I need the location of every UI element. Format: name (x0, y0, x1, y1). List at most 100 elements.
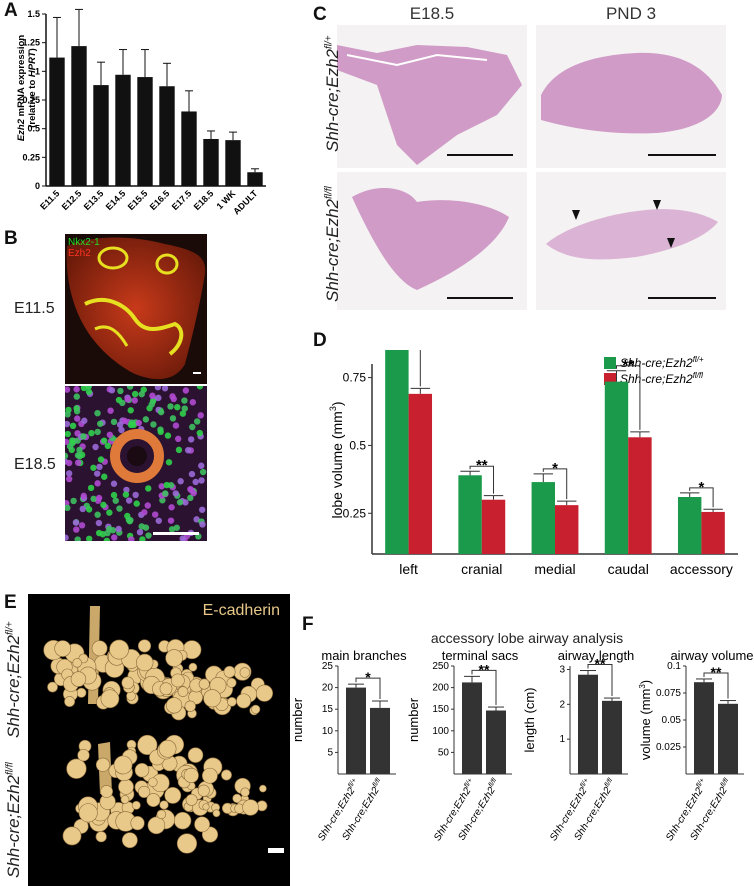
chart-d-xtick-label: medial (534, 561, 575, 577)
chart-f-ytick-label: 3 (559, 664, 565, 675)
chart-f-ylabel: number (290, 697, 305, 742)
legend-swatch-control (604, 357, 616, 369)
chart-d-bar-control (385, 350, 409, 554)
row-label-c-control: Shh-cre;Ezh2fl/+ (323, 35, 342, 152)
stain-label: E-cadherin (202, 602, 280, 619)
chart-a-xtick-label: ADULT (231, 188, 260, 217)
chart-f-ytick-label: 5 (327, 747, 333, 758)
chart-a-xtick-label: E16.5 (148, 188, 172, 212)
chart-d-sig-label: * (698, 479, 704, 496)
chart-d-sig-bracket (469, 465, 495, 494)
chart-a-bar (225, 140, 241, 186)
panel-label-e: E (4, 592, 17, 613)
chart-f-ylabel: number (406, 697, 421, 742)
chart-d: lobe volume (mm3) Shh-cre;Ezh2fl/+ Shh-c… (328, 350, 738, 577)
chart-d-xtick-label: cranial (461, 561, 502, 577)
chart-a: Ezh2 mRNA expression (relative to HPRT) … (16, 8, 266, 217)
chart-d-xtick-label: accessory (670, 561, 733, 577)
chart-a-bar (159, 86, 175, 186)
chart-a-bar (49, 57, 65, 186)
chart-a-bar (247, 172, 263, 186)
chart-a-xtick-label: E17.5 (170, 188, 194, 212)
chart-f-sig-label: * (365, 669, 371, 685)
chart-d-sig-bracket (542, 468, 568, 500)
chart-f-sig-label: ** (711, 664, 722, 680)
chart-f-subtitle: terminal sacs (442, 648, 519, 663)
chart-f-bar (346, 687, 366, 774)
chart-d-bar-mutant (481, 499, 506, 554)
chart-a-xtick-label: E12.5 (60, 188, 84, 212)
chart-a-ytick-label: 0 (35, 181, 40, 191)
chart-d-xtick-label: caudal (608, 561, 649, 577)
chart-d-bar-control (604, 381, 629, 554)
chart-f-ytick-label: 100 (432, 726, 449, 737)
chart-f-ytick-label: 2 (559, 699, 565, 710)
legend-label-mutant: Shh-cre;Ezh2fl/fl (620, 371, 703, 386)
chart-d-ytick-label: 0.5 (349, 438, 366, 452)
histology-c-mutant-pnd3 (536, 172, 726, 310)
chart-a-bar (93, 85, 109, 186)
chart-f-bar (462, 682, 482, 774)
chart-a-xtick-label: E15.5 (126, 188, 150, 212)
histology-c-control-pnd3 (536, 25, 726, 168)
panel-label-b: B (4, 228, 18, 249)
chart-f-ytick-label: 50 (438, 747, 450, 758)
row-label-b-e11-5: E11.5 (14, 300, 55, 317)
chart-f-sig-bracket (471, 669, 497, 706)
row-label-b-e18-5: E18.5 (14, 456, 56, 473)
chart-a-xtick-label: E11.5 (38, 188, 61, 211)
chart-a-ytick-label: 1 (35, 66, 40, 76)
chart-a-ytick-label: 1.25 (22, 38, 40, 48)
chart-a-ylabel-line2: (relative to HPRT) (27, 48, 38, 128)
chart-d-bar-mutant (628, 437, 652, 554)
chart-f-ytick-label: 10 (322, 726, 334, 737)
chart-a-bar (203, 138, 219, 186)
chart-f-bar (718, 703, 738, 774)
chart-d-xtick-label: left (399, 561, 418, 577)
chart-a-bar (137, 77, 153, 186)
arrowhead-icon (667, 238, 675, 248)
chart-f-bar (602, 700, 622, 774)
panel-label-c: C (313, 4, 327, 25)
chart-d-sig-bracket (689, 487, 714, 508)
chart-a-ytick-label: 0.25 (22, 152, 40, 162)
chart-d-sig-bracket (615, 365, 641, 430)
legend-label-control: Shh-cre;Ezh2fl/+ (620, 355, 704, 370)
chart-f-ylabel: volume (mm3) (638, 680, 653, 760)
chart-a-xtick-label: E18.5 (192, 188, 216, 212)
chart-f-bar (370, 707, 390, 774)
legend-nkx2-1: Nkx2-1 (68, 237, 100, 248)
chart-f-sig-bracket (587, 664, 613, 697)
chart-d-bar-control (458, 475, 482, 554)
render-e-ecadherin: E-cadherin (28, 594, 290, 886)
row-label-e-control: Shh-cre;Ezh2fl/+ (4, 621, 23, 738)
chart-d-bar-control (531, 482, 555, 554)
row-label-e-mutant: Shh-cre;Ezh2fl/fl (4, 762, 23, 878)
chart-f-bar (578, 674, 598, 774)
chart-f-bar (694, 682, 714, 774)
chart-a-bar (71, 46, 87, 187)
chart-a-ytick-label: 0.5 (27, 124, 40, 134)
chart-a-ytick-label: 0.75 (22, 95, 40, 105)
panel-label-d: D (313, 330, 327, 351)
chart-a-ylabel: Ezh2 mRNA expression (16, 35, 27, 142)
chart-f-ytick-label: 150 (432, 704, 449, 715)
chart-f-subtitle: main branches (321, 648, 407, 663)
chart-d-bar-mutant (555, 505, 579, 554)
chart-f-ylabel: length (cm) (522, 687, 537, 752)
chart-f-ytick-label: 0.1 (667, 661, 681, 672)
chart-d-bar-mutant (701, 511, 725, 554)
chart-f-ytick-label: 200 (432, 683, 449, 694)
chart-a-xtick-label: E14.5 (104, 188, 128, 212)
row-label-c-mutant: Shh-cre;Ezh2fl/fl (323, 186, 342, 302)
col-title-pnd3: PND 3 (605, 4, 657, 23)
chart-d-bar-control (677, 497, 702, 554)
chart-a-ytick-label: 1.5 (27, 9, 40, 19)
legend-ezh2: Ezh2 (68, 248, 91, 259)
panel-label-a: A (4, 0, 18, 21)
micrograph-b-e11-5: Nkx2-1 Ezh2 (65, 234, 207, 384)
chart-f: main branches510152025number*Shh-cre;Ezh… (290, 648, 754, 843)
chart-d-sig-label: ** (622, 357, 634, 374)
chart-f-ytick-label: 0.025 (656, 742, 681, 753)
histology-c-mutant-e18-5 (337, 172, 527, 310)
